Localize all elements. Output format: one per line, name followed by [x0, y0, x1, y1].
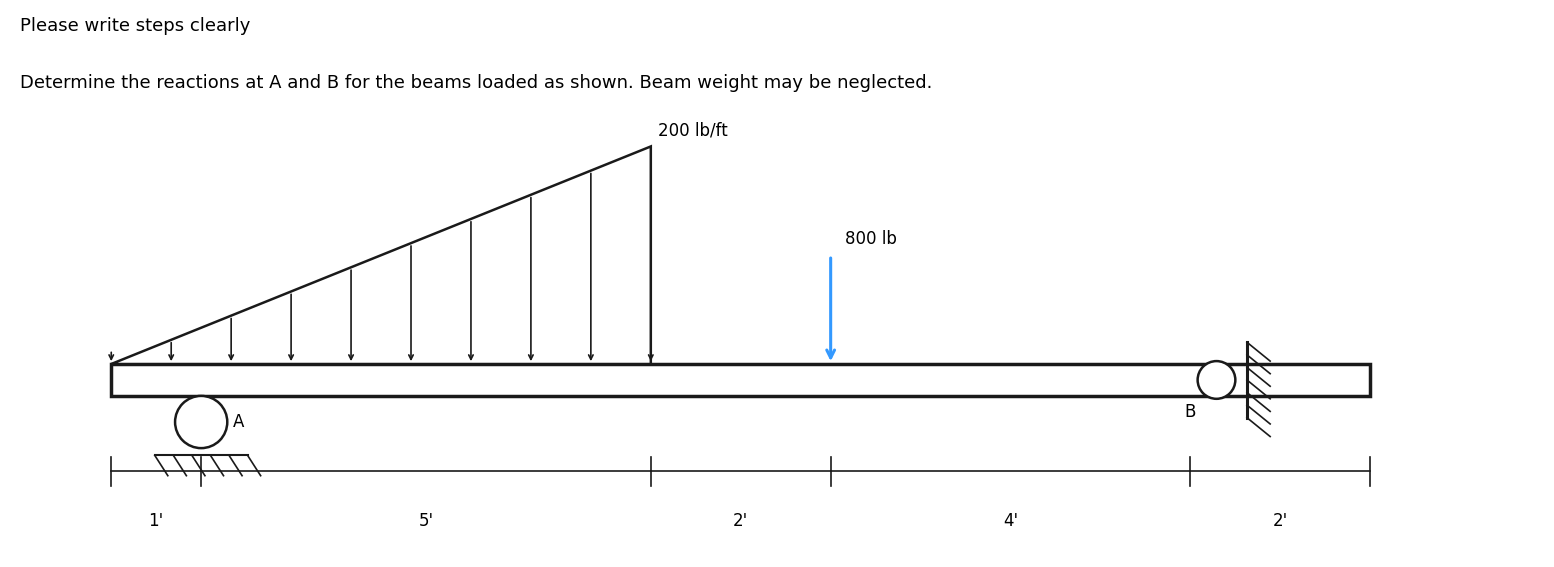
Text: Please write steps clearly: Please write steps clearly — [20, 17, 250, 35]
Text: B: B — [1184, 403, 1197, 421]
Text: 800 lb: 800 lb — [845, 230, 897, 248]
Text: 2': 2' — [1273, 512, 1288, 530]
Text: 2': 2' — [733, 512, 749, 530]
Circle shape — [176, 396, 227, 448]
Polygon shape — [112, 364, 1371, 396]
Text: 1': 1' — [149, 512, 163, 530]
Polygon shape — [112, 146, 651, 364]
Text: 5': 5' — [418, 512, 434, 530]
Circle shape — [1198, 361, 1235, 399]
Text: Determine the reactions at A and B for the beams loaded as shown. Beam weight ma: Determine the reactions at A and B for t… — [20, 74, 932, 92]
Text: 4': 4' — [1002, 512, 1018, 530]
Text: A: A — [233, 413, 244, 431]
Text: 200 lb/ft: 200 lb/ft — [657, 121, 727, 139]
